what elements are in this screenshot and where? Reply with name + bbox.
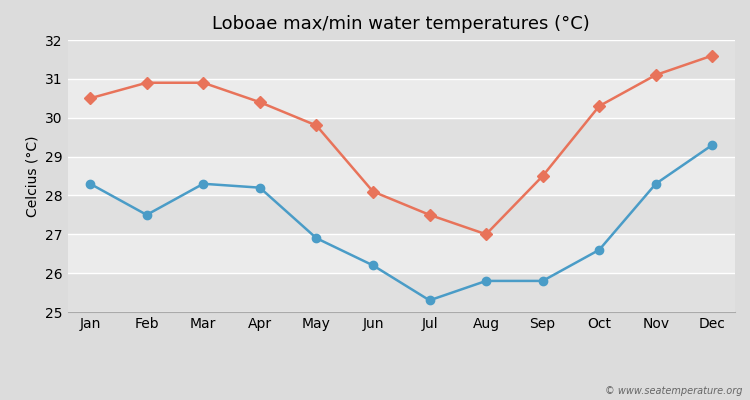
Max: [482, 232, 490, 237]
Max: [651, 72, 660, 77]
Line: Max: Max: [86, 51, 716, 238]
Min: [538, 278, 548, 283]
Bar: [68, 234, 735, 273]
Max: [312, 123, 321, 128]
Max: [538, 174, 548, 178]
Min: [312, 236, 321, 240]
Min: [368, 263, 377, 268]
Min: [425, 298, 434, 303]
Line: Min: Min: [86, 141, 716, 304]
Min: [199, 181, 208, 186]
Title: Loboae max/min water temperatures (°C): Loboae max/min water temperatures (°C): [212, 15, 590, 33]
Max: [595, 104, 604, 108]
Min: [482, 278, 490, 283]
Bar: [68, 156, 735, 196]
Bar: [68, 273, 735, 312]
Max: [255, 100, 264, 104]
Max: [368, 189, 377, 194]
Y-axis label: Celcius (°C): Celcius (°C): [26, 135, 40, 217]
Bar: [68, 118, 735, 156]
Min: [708, 142, 717, 147]
Bar: [68, 79, 735, 118]
Min: [142, 212, 152, 217]
Max: [425, 212, 434, 217]
Min: [651, 181, 660, 186]
Max: [86, 96, 94, 101]
Bar: [68, 40, 735, 79]
Min: [86, 181, 94, 186]
Max: [708, 53, 717, 58]
Text: © www.seatemperature.org: © www.seatemperature.org: [605, 386, 742, 396]
Bar: [68, 196, 735, 234]
Min: [255, 185, 264, 190]
Max: [142, 80, 152, 85]
Max: [199, 80, 208, 85]
Min: [595, 248, 604, 252]
